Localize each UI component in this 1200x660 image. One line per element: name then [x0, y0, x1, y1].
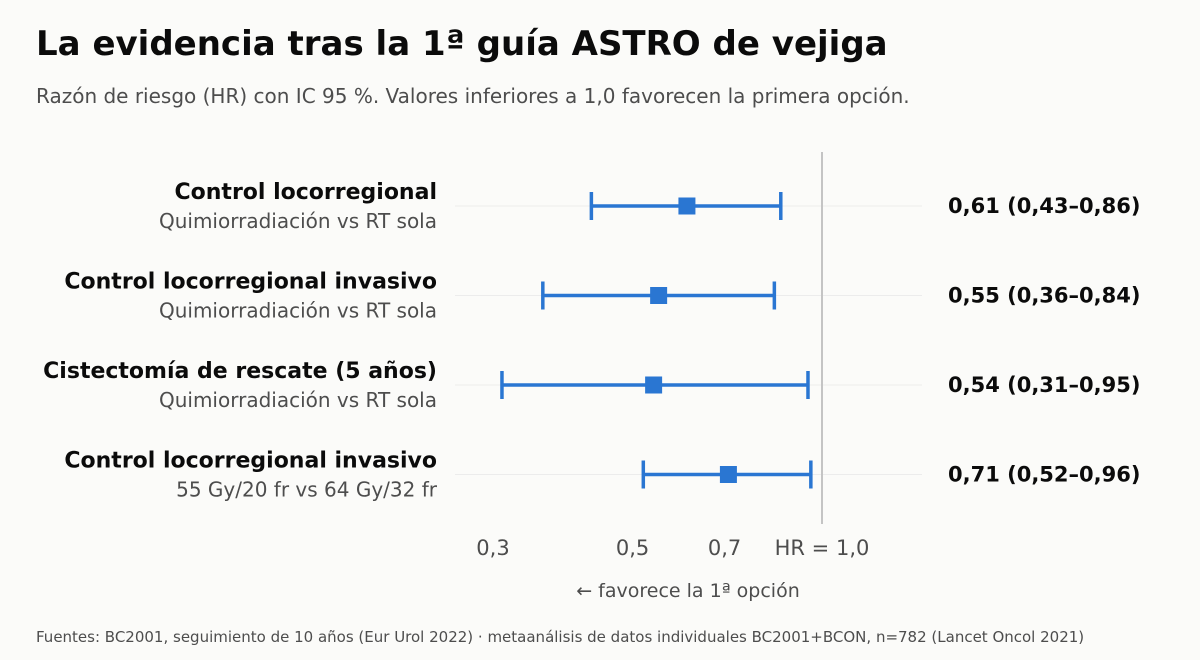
row-comparison: Quimiorradiación vs RT sola — [159, 299, 437, 323]
hr-point — [678, 197, 696, 215]
hr-value-label: 0,61 (0,43–0,86) — [948, 194, 1140, 218]
source-footer: Fuentes: BC2001, seguimiento de 10 años … — [36, 628, 1085, 646]
row-label: Control locorregional — [175, 180, 438, 205]
chart-subtitle: Razón de riesgo (HR) con IC 95 %. Valore… — [36, 84, 910, 108]
row-comparison: Quimiorradiación vs RT sola — [159, 209, 437, 233]
x-tick-label: 0,7 — [708, 536, 741, 560]
forest-plot: Control locorregional Quimiorradiación vs… — [43, 152, 1140, 602]
row-comparison: 55 Gy/20 fr vs 64 Gy/32 fr — [176, 478, 438, 502]
reference-label: HR = 1,0 — [775, 536, 870, 560]
row-comparison: Quimiorradiación vs RT sola — [159, 388, 437, 412]
x-tick-label: 0,5 — [616, 536, 649, 560]
hr-value-label: 0,71 (0,52–0,96) — [948, 463, 1140, 487]
hr-point — [719, 466, 737, 483]
chart-title: La evidencia tras la 1ª guía ASTRO de ve… — [36, 24, 888, 64]
row-label: Control locorregional invasivo — [64, 270, 437, 295]
row-label: Cistectomía de rescate (5 años) — [43, 359, 437, 384]
row-label: Control locorregional invasivo — [64, 449, 437, 474]
hr-point — [645, 376, 663, 394]
x-axis-label: ← favorece la 1ª opción — [576, 580, 800, 602]
hr-value-label: 0,54 (0,31–0,95) — [948, 373, 1140, 397]
hr-point — [650, 287, 668, 304]
hr-value-label: 0,55 (0,36–0,84) — [948, 284, 1140, 308]
x-tick-label: 0,3 — [476, 536, 509, 560]
